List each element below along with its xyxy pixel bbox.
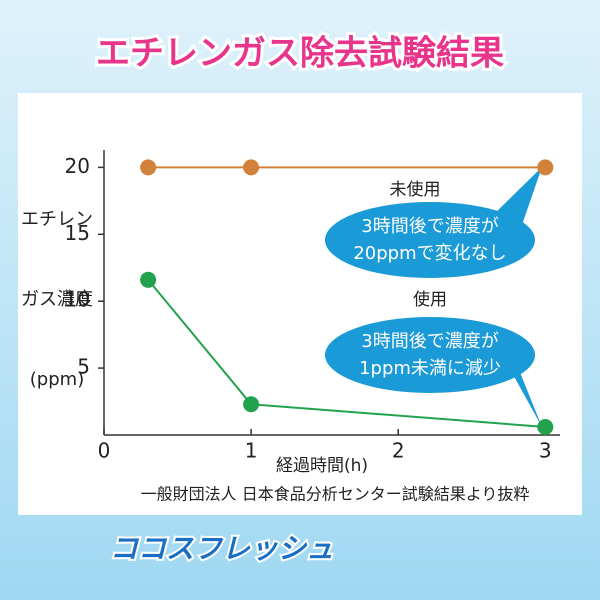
- source: 一般財団法人 日本食品分析センター試験結果より抜粋: [141, 485, 530, 504]
- y-axis-label: エチレン: [21, 209, 93, 230]
- point: [537, 159, 554, 176]
- callout: [325, 317, 535, 393]
- x-tick-label: 3: [539, 439, 552, 463]
- point: [140, 271, 157, 288]
- y-axis-label: ガス濃度: [21, 289, 93, 310]
- x-tick-label: 2: [392, 439, 405, 463]
- x-axis-label: 経過時間(h): [276, 456, 368, 476]
- callout: [325, 202, 535, 278]
- point: [140, 159, 157, 176]
- point: [537, 418, 554, 435]
- callout-text: 3時間後で濃度が: [361, 331, 498, 352]
- chart-title: エチレンガス除去試験結果: [96, 34, 504, 74]
- y-tick-label: 5: [77, 355, 90, 379]
- callout-text: 20ppmで変化なし: [353, 243, 506, 264]
- x-tick-label: 0: [98, 439, 111, 463]
- panel: [18, 93, 582, 515]
- callout-text: 3時間後で濃度が: [361, 216, 498, 237]
- callout-label: 未使用: [390, 179, 441, 200]
- y-axis-label: (ppm): [30, 369, 84, 390]
- point: [243, 396, 260, 413]
- point: [243, 159, 260, 176]
- logo: ココスフレッシュ: [110, 532, 334, 565]
- y-tick-label: 10: [65, 288, 90, 312]
- callout-label: 使用: [413, 289, 447, 310]
- y-tick-label: 15: [65, 221, 90, 245]
- callout-text: 1ppm未満に減少: [359, 358, 501, 379]
- y-tick-label: 20: [65, 154, 90, 178]
- x-tick-label: 1: [245, 439, 258, 463]
